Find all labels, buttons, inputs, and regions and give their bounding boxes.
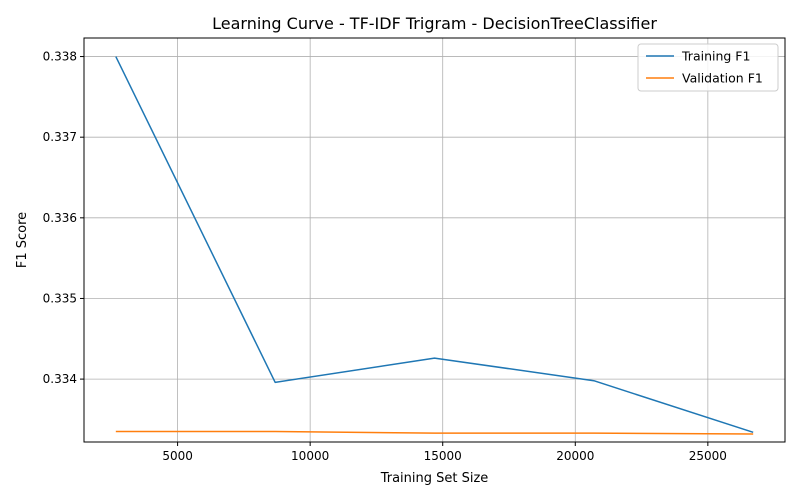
x-tick-label: 5000 [162,449,193,463]
y-tick-label: 0.335 [43,291,77,305]
x-axis-label: Training Set Size [380,471,489,486]
y-tick-label: 0.336 [43,211,77,225]
plot-frame [83,37,786,443]
legend: Training F1 Validation F1 [637,43,779,92]
x-tick-label: 10000 [291,449,329,463]
y-tick-label: 0.334 [43,372,77,386]
x-tick-label: 25000 [689,449,727,463]
series-lines [115,56,754,435]
training-f1-line [115,56,754,434]
legend-label-validation: Validation F1 [682,71,763,86]
validation-f1-line [115,430,754,435]
y-tick-label: 0.338 [43,50,77,64]
y-axis-label: F1 Score [15,212,30,268]
axis-ticks: 5000 10000 15000 20000 25000 0.334 0.335 0.336 0… [43,50,727,463]
x-tick-label: 15000 [424,449,462,463]
legend-label-training: Training F1 [681,49,750,64]
y-tick-label: 0.337 [43,130,77,144]
chart-title: Learning Curve - TF-IDF Trigram - Decisi… [212,14,657,33]
x-tick-label: 20000 [556,449,594,463]
